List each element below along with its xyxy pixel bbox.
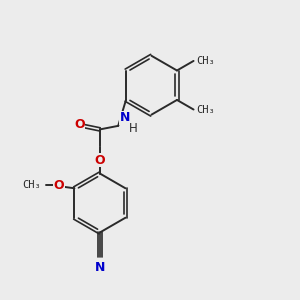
Text: O: O [74,118,85,131]
Text: N: N [95,261,105,274]
Text: O: O [54,179,64,192]
Text: CH₃: CH₃ [196,104,215,115]
Text: CH₃: CH₃ [196,56,215,66]
Text: N: N [119,111,130,124]
Text: O: O [94,154,105,167]
Text: H: H [128,122,137,135]
Text: CH₃: CH₃ [23,180,41,190]
